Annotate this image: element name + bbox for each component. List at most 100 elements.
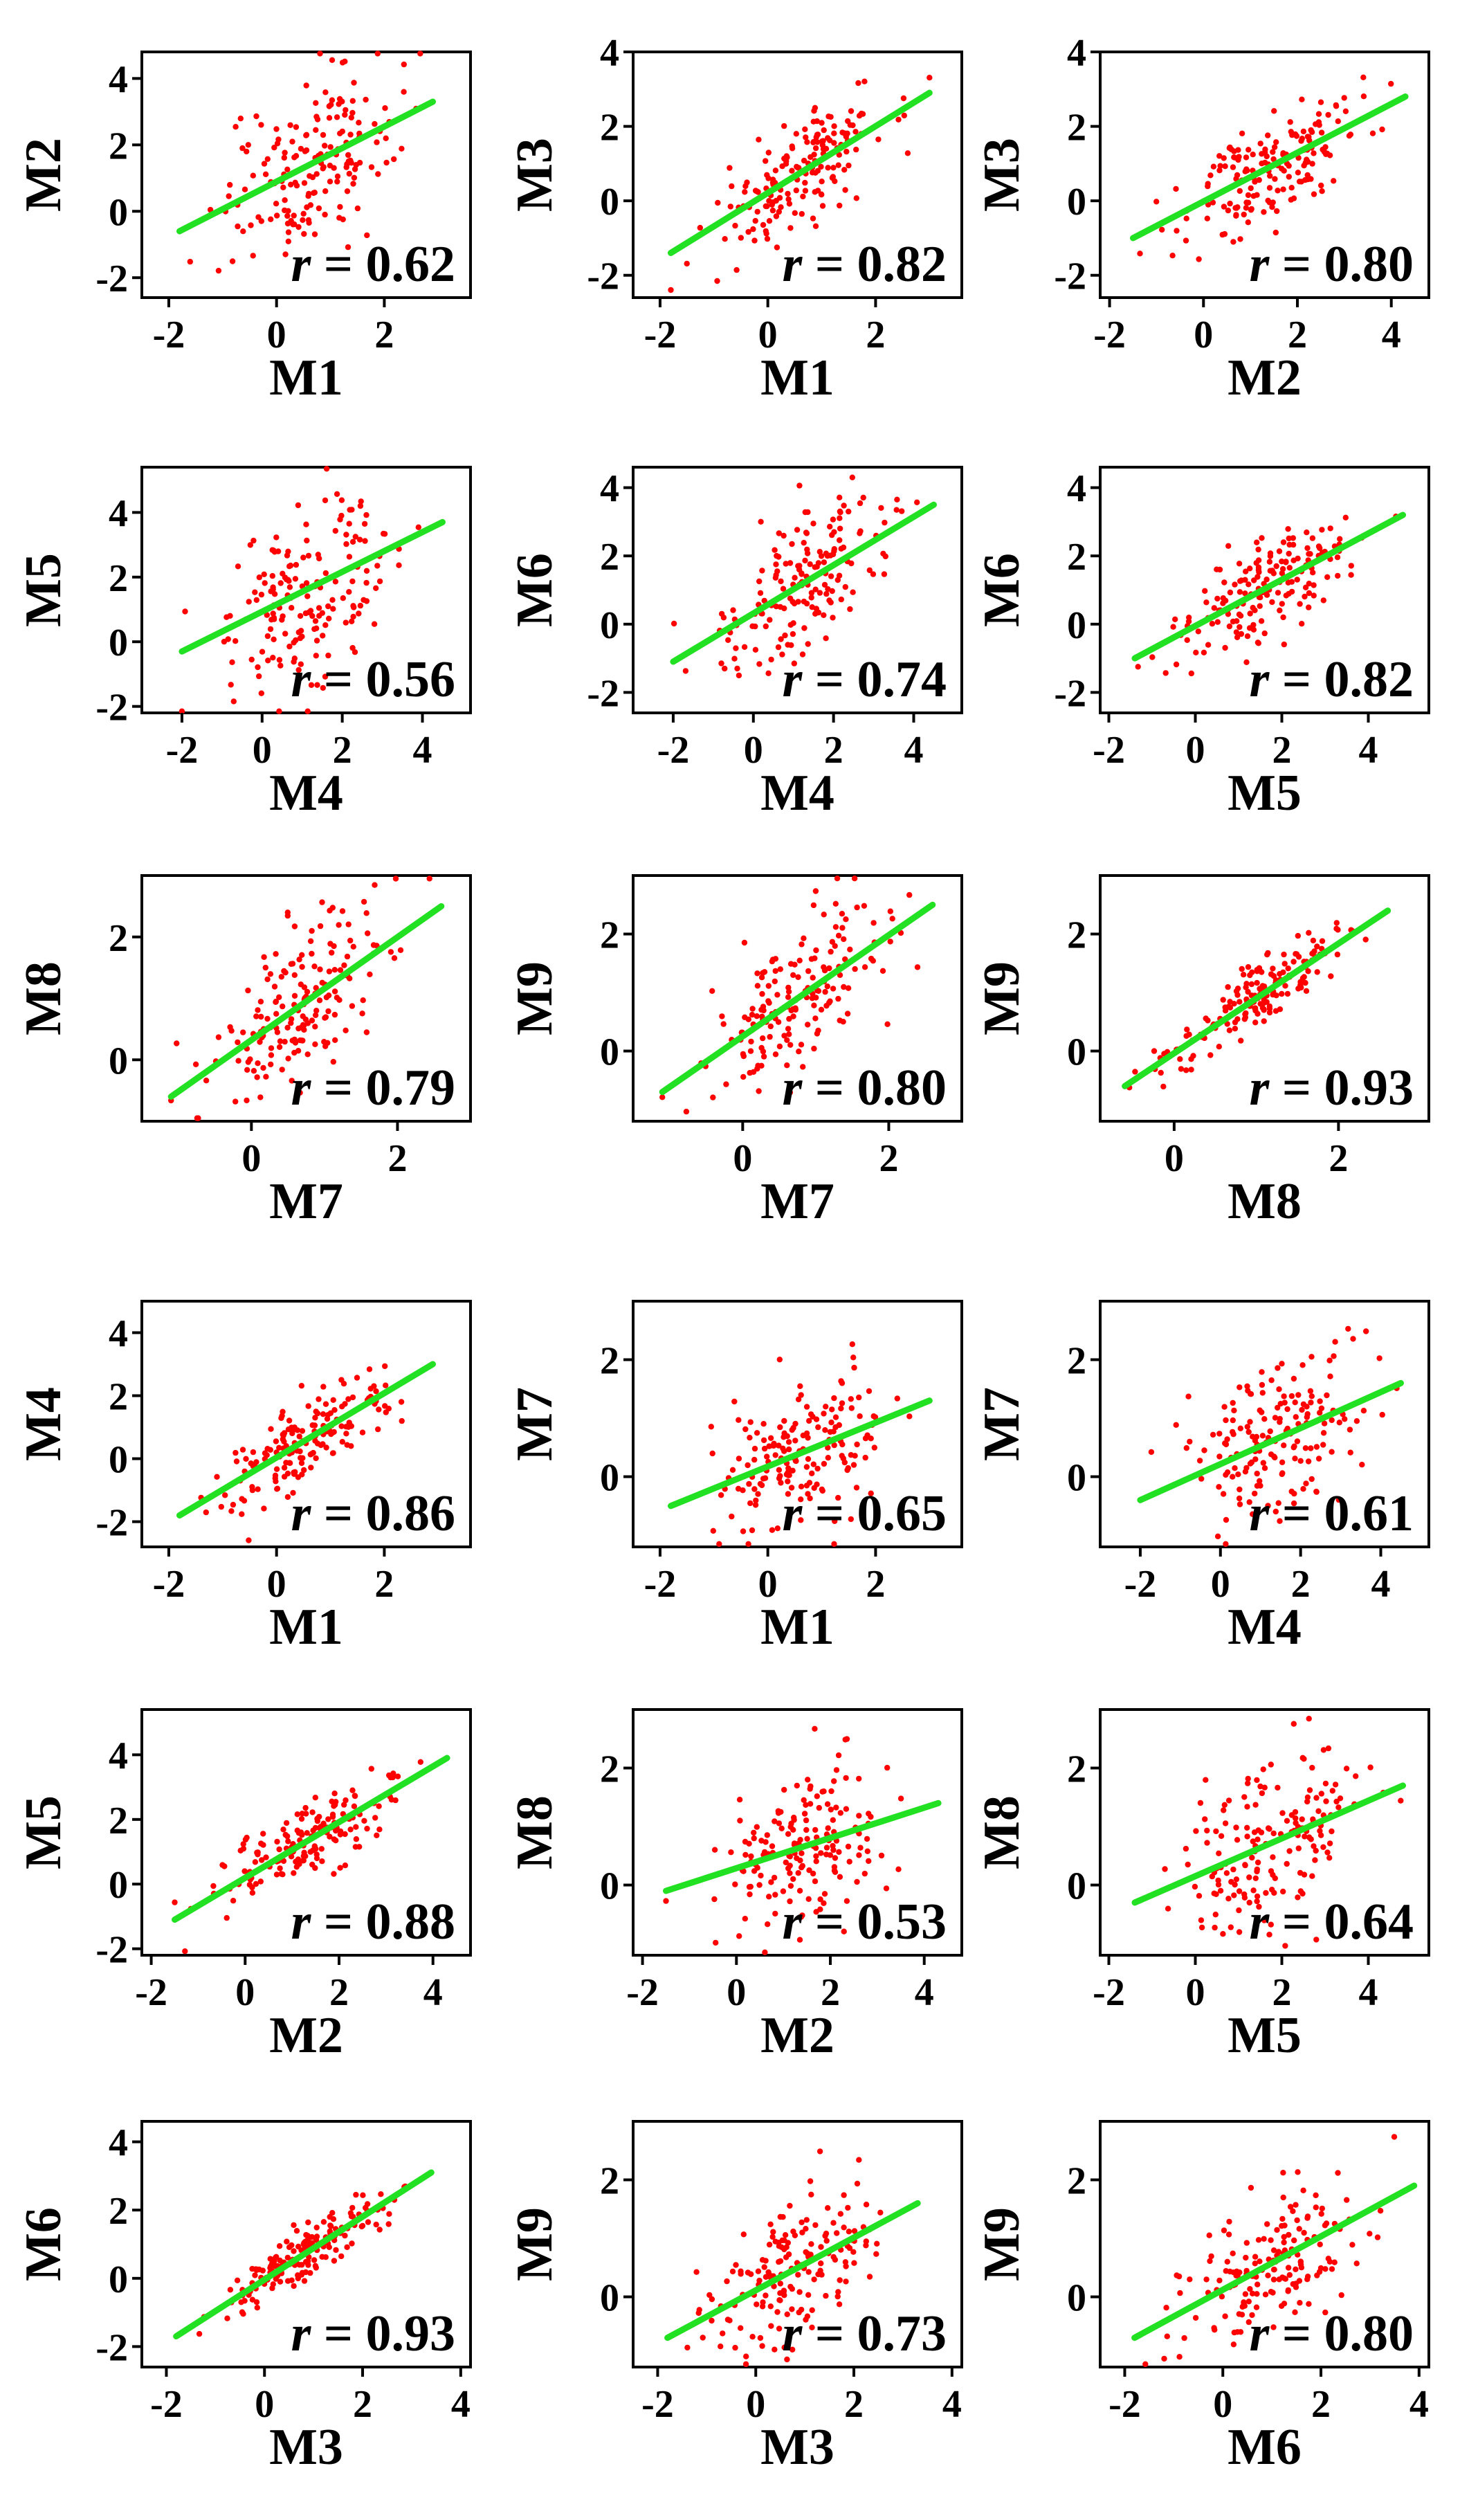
data-point bbox=[796, 563, 803, 569]
data-point bbox=[758, 975, 765, 981]
data-point bbox=[298, 1037, 305, 1044]
data-point bbox=[795, 1396, 802, 1403]
data-point bbox=[1250, 1887, 1257, 1894]
data-point bbox=[1269, 204, 1275, 210]
y-axis-label: M9 bbox=[507, 2207, 563, 2281]
data-point bbox=[760, 1053, 767, 1060]
data-point bbox=[386, 2211, 392, 2217]
data-point bbox=[1221, 2227, 1228, 2233]
data-point bbox=[1192, 1883, 1198, 1890]
data-point bbox=[783, 161, 790, 167]
data-point bbox=[837, 1810, 844, 1816]
data-point bbox=[235, 1039, 241, 1046]
data-point bbox=[720, 1021, 727, 1027]
data-point bbox=[806, 1417, 812, 1424]
y-tick-label: 0 bbox=[600, 604, 619, 647]
data-point bbox=[758, 1872, 764, 1879]
data-point bbox=[884, 1764, 891, 1771]
data-point bbox=[349, 1003, 356, 1009]
data-point bbox=[1245, 192, 1252, 199]
data-point bbox=[246, 599, 252, 605]
data-point bbox=[790, 1826, 796, 1833]
data-point bbox=[769, 1527, 776, 1533]
data-point bbox=[1266, 1932, 1272, 1938]
data-point bbox=[1230, 239, 1237, 245]
data-point bbox=[1237, 578, 1243, 584]
data-point bbox=[1290, 1444, 1297, 1451]
data-point bbox=[1271, 108, 1277, 114]
data-point bbox=[1222, 163, 1228, 170]
data-point bbox=[1281, 2233, 1287, 2240]
data-point bbox=[773, 604, 780, 610]
data-point bbox=[755, 1491, 761, 1497]
data-point bbox=[839, 911, 846, 917]
data-point bbox=[1315, 1808, 1322, 1814]
data-point bbox=[785, 190, 791, 197]
correlation-label: r = 0.53 bbox=[783, 1894, 947, 1950]
data-point bbox=[1233, 1876, 1240, 1883]
data-point bbox=[1295, 954, 1302, 960]
data-point bbox=[1313, 1847, 1319, 1854]
data-point bbox=[271, 145, 277, 151]
data-point bbox=[1228, 1924, 1234, 1930]
data-point bbox=[766, 1894, 772, 1900]
data-point bbox=[807, 1783, 814, 1790]
data-point bbox=[727, 165, 733, 171]
data-point bbox=[1264, 2221, 1270, 2227]
data-point bbox=[750, 1069, 757, 1076]
data-point bbox=[364, 1825, 370, 1832]
correlation-value: = 0.93 bbox=[1269, 1060, 1414, 1116]
data-point bbox=[792, 1420, 799, 1427]
data-point bbox=[1342, 514, 1349, 520]
data-point bbox=[791, 1817, 797, 1823]
data-point bbox=[226, 193, 232, 199]
x-tick-label: -2 bbox=[150, 2383, 183, 2426]
data-point bbox=[1245, 964, 1252, 970]
data-point bbox=[300, 554, 307, 561]
data-point bbox=[1311, 150, 1317, 156]
data-point bbox=[1269, 1887, 1275, 1893]
data-point bbox=[709, 2317, 715, 2324]
data-point bbox=[749, 2334, 756, 2340]
data-point bbox=[1181, 2335, 1187, 2341]
data-point bbox=[1237, 1501, 1243, 1507]
data-point bbox=[1324, 574, 1331, 580]
data-point bbox=[357, 502, 364, 509]
scatter-points bbox=[198, 1363, 405, 1543]
data-point bbox=[825, 1444, 831, 1451]
data-point bbox=[1246, 1499, 1252, 1505]
data-point bbox=[396, 562, 402, 568]
y-axis-label: M3 bbox=[974, 138, 1030, 212]
data-point bbox=[346, 170, 352, 177]
data-point bbox=[835, 1752, 842, 1759]
data-point bbox=[1297, 1458, 1304, 1464]
data-point bbox=[1236, 1907, 1242, 1914]
data-point bbox=[341, 1802, 347, 1808]
data-point bbox=[284, 166, 291, 172]
data-point bbox=[298, 1455, 304, 1461]
regression-line bbox=[1130, 93, 1409, 242]
data-point bbox=[271, 636, 277, 642]
regression-line bbox=[659, 901, 936, 1096]
correlation-value: = 0.93 bbox=[311, 2305, 455, 2362]
x-tick-label: -2 bbox=[626, 1971, 659, 2014]
y-tick-label: 4 bbox=[600, 468, 619, 511]
data-point bbox=[1342, 1416, 1348, 1422]
data-point bbox=[291, 972, 298, 979]
data-point bbox=[1252, 2260, 1259, 2267]
correlation-symbol: r bbox=[1250, 1894, 1270, 1950]
data-point bbox=[1284, 1860, 1290, 1867]
correlation-label: r = 0.80 bbox=[783, 1060, 947, 1116]
x-axis-label: M1 bbox=[760, 1599, 834, 1656]
data-point bbox=[1203, 599, 1210, 606]
data-point bbox=[1153, 199, 1160, 205]
data-point bbox=[280, 1858, 287, 1865]
y-tick-label: 2 bbox=[600, 1340, 619, 1383]
x-tick-label: -2 bbox=[1093, 729, 1125, 772]
data-point bbox=[1306, 930, 1312, 936]
data-point bbox=[780, 586, 787, 592]
data-point bbox=[807, 1801, 814, 1807]
data-point bbox=[768, 1879, 774, 1885]
data-point bbox=[322, 497, 329, 504]
regression-line bbox=[668, 1397, 933, 1510]
